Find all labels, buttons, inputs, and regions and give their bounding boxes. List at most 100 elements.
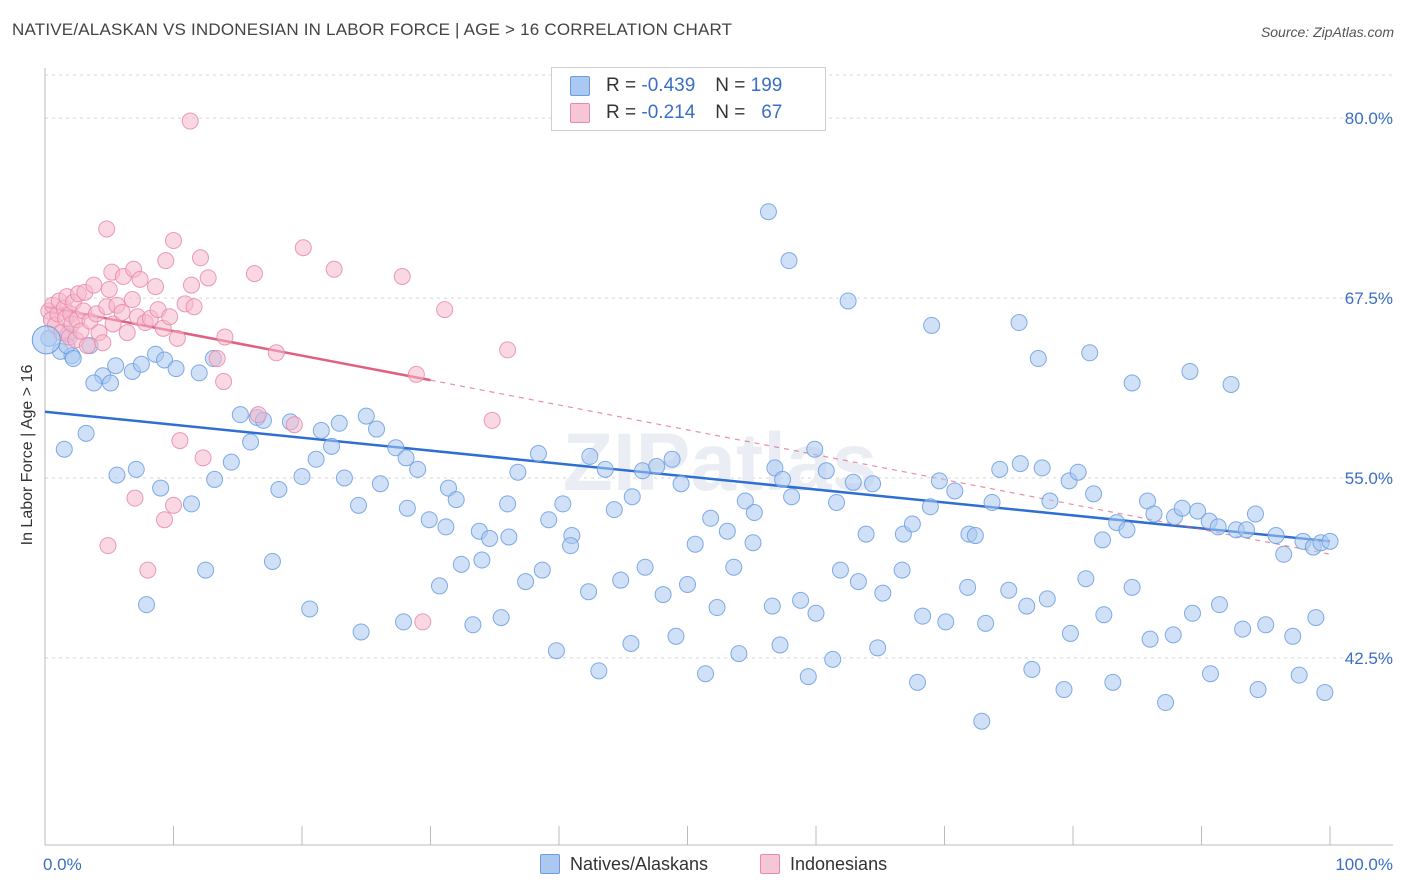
native-point — [270, 481, 288, 499]
native-point — [1316, 683, 1334, 701]
native-point — [1095, 606, 1113, 624]
indonesian-point — [407, 365, 425, 383]
legend-swatch-indonesians — [570, 103, 590, 123]
indonesian-point — [199, 269, 217, 287]
native-point — [263, 552, 281, 570]
native-point — [959, 578, 977, 596]
native-point — [1237, 521, 1255, 539]
indonesian-point — [139, 561, 157, 579]
native-point — [774, 470, 792, 488]
native-point — [1307, 609, 1325, 627]
native-point — [590, 662, 608, 680]
native-point — [190, 364, 208, 382]
native-point — [921, 498, 939, 516]
native-point — [580, 583, 598, 601]
native-point — [696, 665, 714, 683]
native-point — [909, 673, 927, 691]
native-point — [335, 469, 353, 487]
r-label: R = — [606, 102, 637, 123]
native-point — [648, 457, 666, 475]
native-point — [745, 504, 763, 522]
y-tick-label: 80.0% — [1345, 109, 1393, 128]
indonesian-point — [171, 432, 189, 450]
native-point — [1164, 626, 1182, 644]
n-label: N = — [715, 75, 746, 96]
indonesian-point — [123, 291, 141, 309]
native-point — [581, 447, 599, 465]
native-point — [930, 472, 948, 490]
native-point — [182, 495, 200, 513]
legend-row-indonesians: R = -0.214 N = 67 — [570, 101, 782, 125]
native-point — [357, 407, 375, 425]
native-point — [1275, 545, 1293, 563]
native-point — [231, 406, 249, 424]
native-point — [622, 635, 640, 653]
indonesian-point — [483, 411, 501, 429]
indonesian-point — [249, 406, 267, 424]
native-point — [849, 573, 867, 591]
trend-extension — [430, 379, 1331, 555]
native-point — [547, 642, 565, 660]
native-point — [893, 561, 911, 579]
native-point — [667, 627, 685, 645]
native-point — [197, 561, 215, 579]
native-point — [1010, 314, 1028, 332]
indonesian-point — [85, 276, 103, 294]
indonesian-point — [194, 449, 212, 467]
legend-swatch-natives — [570, 76, 590, 96]
bottom-legend-indonesians[interactable]: Indonesians — [760, 852, 887, 876]
native-point — [914, 607, 932, 625]
native-point — [864, 475, 882, 493]
native-point — [64, 350, 82, 368]
native-point — [839, 292, 857, 310]
native-point — [127, 460, 145, 478]
indonesian-point — [499, 341, 517, 359]
native-point — [1123, 578, 1141, 596]
native-point — [1173, 499, 1191, 517]
native-point — [1077, 570, 1095, 588]
native-point — [744, 534, 762, 552]
native-point — [1189, 502, 1207, 520]
indonesian-point — [181, 112, 199, 130]
stats-legend: R = -0.439 N = 199 R = -0.214 N = 67 — [551, 67, 826, 131]
native-point — [293, 468, 311, 486]
indonesian-point — [393, 267, 411, 285]
native-point — [623, 488, 641, 506]
native-point — [596, 460, 614, 478]
indonesian-point — [113, 303, 131, 321]
native-point — [1181, 362, 1199, 380]
native-point — [107, 357, 125, 375]
bottom-legend-natives[interactable]: Natives/Alaskans — [540, 852, 708, 876]
native-point — [1018, 597, 1036, 615]
indonesian-point — [245, 265, 263, 283]
native-point — [1000, 581, 1018, 599]
native-point — [1069, 463, 1087, 481]
native-point — [430, 577, 448, 595]
native-point — [937, 613, 955, 631]
native-point — [708, 599, 726, 617]
native-point — [1249, 681, 1267, 699]
native-point — [156, 351, 174, 369]
native-point — [554, 495, 572, 513]
native-point — [807, 604, 825, 622]
legend-label-indonesians: Indonesians — [790, 853, 888, 874]
indonesian-point — [185, 298, 203, 316]
native-point — [473, 551, 491, 569]
native-point — [654, 586, 672, 604]
native-point — [368, 420, 386, 438]
native-point — [437, 518, 455, 536]
native-point — [857, 525, 875, 543]
native-point — [55, 440, 73, 458]
native-point — [31, 325, 61, 355]
native-point — [102, 374, 120, 392]
native-point — [817, 462, 835, 480]
n-value: 67 — [761, 102, 783, 123]
native-point — [1267, 527, 1285, 545]
native-point — [759, 203, 777, 221]
native-point — [152, 479, 170, 497]
native-point — [350, 496, 368, 514]
native-point — [991, 460, 1009, 478]
indonesian-point — [157, 252, 175, 270]
indonesian-point — [126, 489, 144, 507]
